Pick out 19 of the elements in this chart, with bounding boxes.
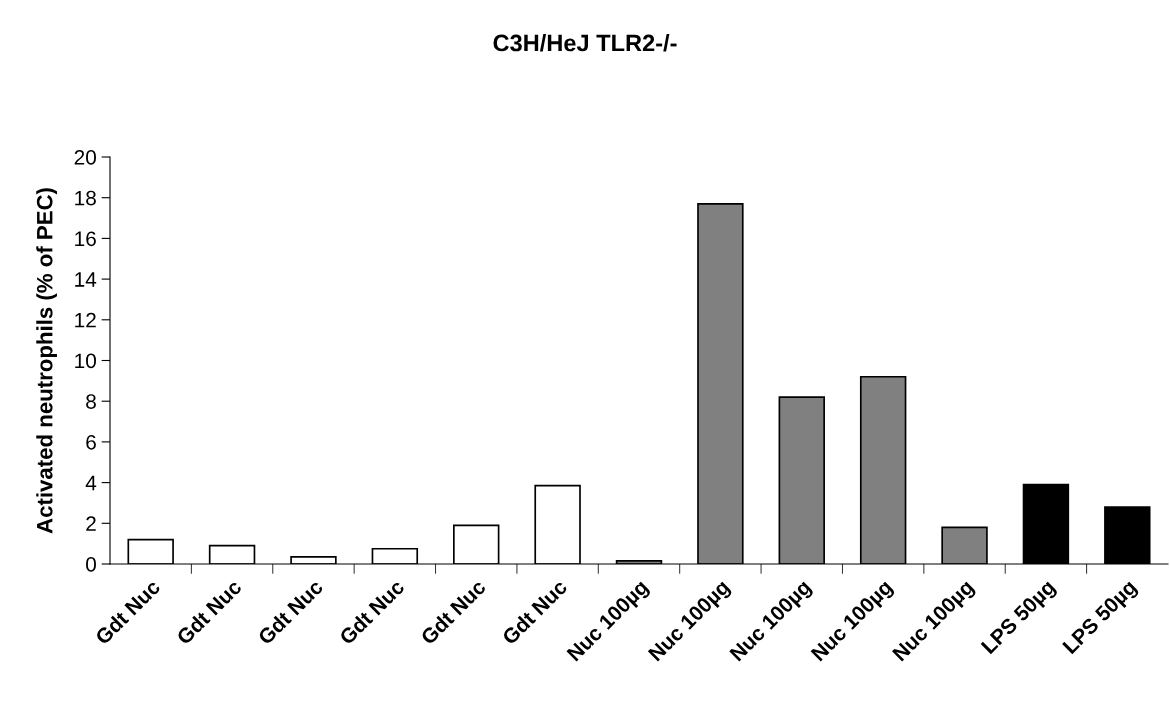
x-tick-label: Gdt Nuc bbox=[419, 578, 487, 646]
y-tick-label: 0 bbox=[86, 557, 96, 572]
x-tick-label: Gdt Nuc bbox=[500, 578, 569, 646]
x-tick-label: Gdt Nuc bbox=[338, 578, 406, 646]
x-tick-label: Gdt Nuc bbox=[256, 578, 324, 646]
y-tick-label: 18 bbox=[75, 190, 96, 206]
y-tick-label: 6 bbox=[86, 434, 96, 450]
y-tick-label: 14 bbox=[75, 272, 97, 287]
y-tick-label: 2 bbox=[86, 516, 96, 531]
y-tick-label: 4 bbox=[85, 475, 97, 491]
x-tick-label: Gdt Nuc bbox=[94, 578, 162, 646]
y-tick-label: 12 bbox=[75, 312, 96, 328]
y-tick-label: 16 bbox=[75, 231, 96, 247]
y-tick-label: 10 bbox=[75, 353, 96, 369]
y-tick-label: 8 bbox=[86, 394, 96, 409]
chart-title: C3H/HeJ TLR2-/- bbox=[493, 34, 677, 52]
y-tick-label: 20 bbox=[74, 150, 96, 165]
y-axis-title: Activated neutrophils (% of PEC) bbox=[36, 188, 57, 534]
x-tick-label: Gdt Nuc bbox=[175, 578, 243, 646]
